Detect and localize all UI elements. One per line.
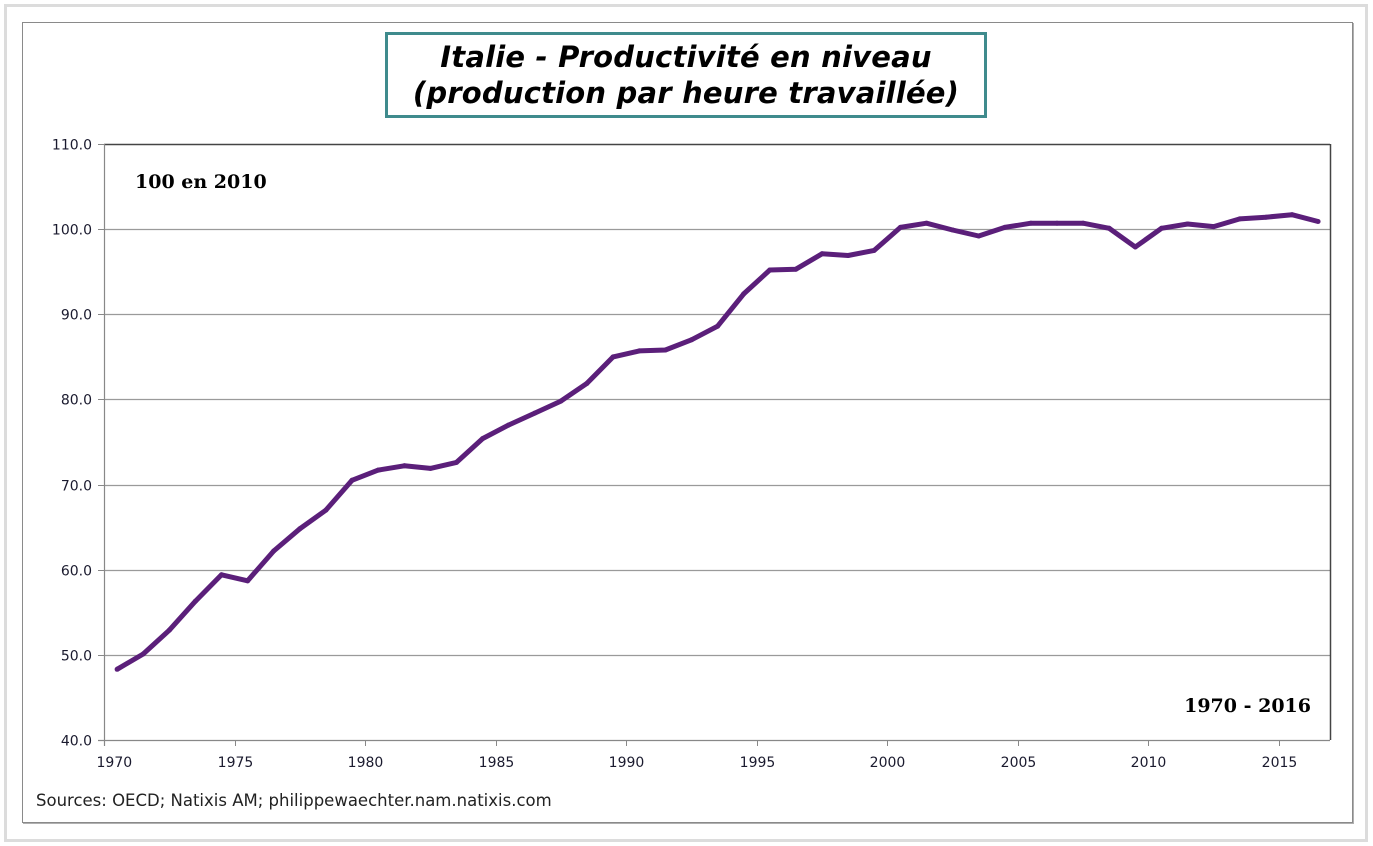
- data-point: [114, 666, 120, 672]
- data-point: [506, 422, 512, 428]
- data-point: [924, 220, 929, 226]
- data-point: [662, 347, 668, 353]
- data-point: [689, 337, 694, 343]
- data-point: [1028, 220, 1034, 226]
- data-point: [1159, 225, 1164, 231]
- series: [114, 212, 1321, 672]
- chart-title-box: Italie - Productivité en niveau (product…: [385, 32, 987, 118]
- y-tick-label: 70.0: [61, 479, 92, 495]
- data-point: [1185, 221, 1191, 227]
- y-tick-label: 50.0: [61, 649, 92, 665]
- data-point: [219, 572, 224, 578]
- data-point: [976, 233, 982, 239]
- data-point: [1002, 224, 1008, 230]
- x-tick-label: 1975: [218, 755, 254, 771]
- data-point: [454, 459, 459, 465]
- data-point: [636, 348, 642, 354]
- data-point: [1106, 225, 1112, 231]
- chart-frame: [22, 22, 1353, 823]
- data-point: [245, 578, 251, 584]
- x-tick-label: 2010: [1131, 755, 1167, 771]
- y-tick-label: 90.0: [61, 308, 92, 324]
- data-point: [1211, 224, 1217, 230]
- y-tick-label: 110.0: [52, 138, 92, 154]
- data-point: [1289, 212, 1295, 218]
- data-point: [715, 323, 721, 329]
- data-point: [897, 224, 903, 230]
- source-note: Sources: OECD; Natixis AM; philippewaech…: [36, 791, 552, 810]
- data-point: [584, 380, 590, 386]
- data-point: [166, 627, 172, 633]
- tick-labels: 40.0 50.0 60.0 70.0 80.0 90.0 100.0 110.0 1970 19…: [52, 138, 1297, 772]
- data-point: [349, 477, 355, 483]
- data-point: [1054, 220, 1060, 226]
- data-point: [741, 291, 747, 297]
- data-point: [950, 227, 956, 233]
- data-point: [271, 548, 277, 554]
- x-tick-label: 1985: [479, 755, 515, 771]
- data-point: [1237, 216, 1243, 222]
- data-point: [192, 598, 198, 604]
- x-tick-label: 2005: [1001, 755, 1037, 771]
- y-tick-label: 80.0: [61, 393, 92, 409]
- data-point: [558, 398, 564, 404]
- annotation-base-year: 100 en 2010: [135, 171, 267, 193]
- data-point: [1263, 214, 1269, 220]
- data-point: [1315, 219, 1321, 224]
- data-point: [532, 410, 538, 416]
- data-point: [140, 651, 146, 657]
- x-tick-label: 1980: [348, 755, 384, 771]
- x-tick-label: 2000: [870, 755, 906, 771]
- y-tick-label: 40.0: [61, 734, 92, 750]
- axes: [98, 144, 1332, 746]
- data-point: [427, 465, 433, 471]
- y-tick-label: 100.0: [52, 223, 92, 239]
- data-point: [793, 266, 799, 272]
- chart-subtitle: (production par heure travaillée): [412, 76, 960, 110]
- x-tick-label: 1995: [740, 755, 776, 771]
- data-point: [767, 267, 773, 273]
- data-point: [610, 354, 616, 360]
- data-point: [401, 463, 407, 469]
- chart-title: Italie - Productivité en niveau: [440, 40, 932, 74]
- gridlines: [104, 143, 1330, 657]
- series-line: [115, 212, 1319, 672]
- data-point: [1080, 220, 1086, 226]
- data-point: [871, 247, 877, 253]
- annotation-period: 1970 - 2016: [1184, 695, 1311, 717]
- data-point: [323, 507, 329, 513]
- x-tick-label: 1990: [609, 755, 645, 771]
- x-tick-label: 2015: [1262, 755, 1298, 771]
- y-tick-label: 60.0: [61, 564, 92, 580]
- data-point: [480, 436, 486, 442]
- data-point: [375, 467, 381, 473]
- data-point: [297, 526, 303, 532]
- x-tick-label: 1970: [97, 755, 133, 771]
- data-point: [819, 251, 825, 257]
- data-point: [1132, 244, 1138, 250]
- data-point: [845, 253, 851, 258]
